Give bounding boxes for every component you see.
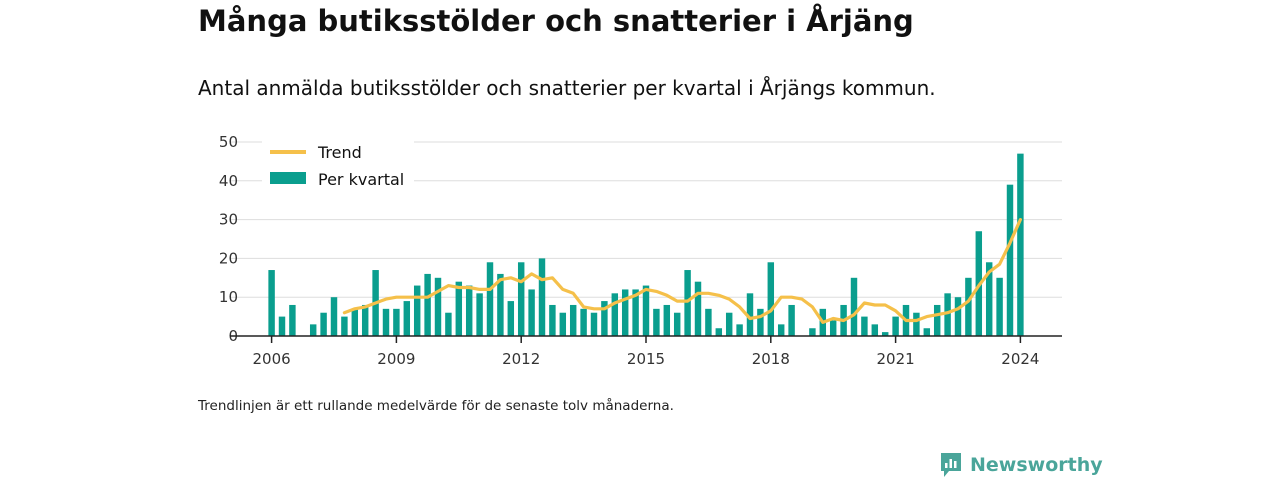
bar-2024-Q1 — [1017, 153, 1024, 336]
bar-2015-Q1 — [642, 285, 650, 336]
bar-2023-Q3 — [996, 277, 1003, 336]
x-tick-label: 2024 — [1001, 350, 1039, 368]
y-tick-label: 50 — [219, 133, 238, 151]
bar-2009-Q3 — [413, 285, 421, 336]
bar-2019-Q3 — [829, 320, 837, 336]
bar-2012-Q1 — [517, 262, 525, 336]
chart-footnote: Trendlinjen är ett rullande medelvärde f… — [198, 398, 674, 414]
bar-2022-Q3 — [954, 297, 962, 336]
bar-2013-Q4 — [590, 312, 598, 336]
bar-2006-Q1 — [268, 270, 275, 336]
bar-2020-Q4 — [881, 332, 889, 336]
bar-2017-Q4 — [757, 308, 764, 336]
bar-2018-Q2 — [777, 324, 785, 336]
x-tick-label: 2018 — [752, 350, 790, 368]
brand-logo: Newsworthy — [939, 450, 1103, 480]
x-tick-label: 2015 — [627, 350, 665, 368]
bar-2021-Q1 — [892, 316, 899, 336]
bar-2016-Q4 — [715, 328, 723, 336]
legend-label-trend: Trend — [317, 143, 362, 162]
bar-2007-Q1 — [309, 324, 317, 336]
bar-2007-Q2 — [320, 312, 327, 336]
bar-2013-Q2 — [569, 304, 577, 336]
bar-2022-Q1 — [933, 304, 941, 336]
bar-2009-Q1 — [393, 308, 400, 336]
bar-2020-Q3 — [871, 324, 879, 336]
y-tick-label: 20 — [219, 249, 238, 267]
bar-2011-Q1 — [476, 293, 483, 336]
bar-2013-Q1 — [559, 312, 567, 336]
bar-2006-Q3 — [289, 304, 296, 336]
x-tick-label: 2009 — [377, 350, 415, 368]
bar-2023-Q4 — [1006, 184, 1014, 336]
y-tick-label: 10 — [219, 288, 238, 306]
bar-2016-Q2 — [694, 281, 702, 336]
bar-2012-Q4 — [549, 304, 556, 336]
legend-background — [262, 138, 414, 200]
x-tick-label: 2021 — [877, 350, 915, 368]
bar-2014-Q4 — [632, 289, 639, 336]
bar-2021-Q3 — [913, 312, 920, 336]
bar-2010-Q2 — [445, 312, 452, 336]
x-tick-label: 2006 — [253, 350, 291, 368]
bar-2010-Q1 — [434, 277, 442, 336]
legend-bar-swatch — [270, 172, 306, 184]
bar-2019-Q1 — [809, 328, 816, 336]
bar-2017-Q2 — [736, 324, 743, 336]
bar-2010-Q4 — [465, 285, 473, 336]
y-tick-label: 30 — [219, 211, 238, 229]
legend: Trend Per kvartal — [262, 138, 414, 200]
bar-2008-Q1 — [351, 308, 359, 336]
bar-2021-Q4 — [923, 328, 931, 336]
bar-2018-Q1 — [767, 262, 775, 336]
bar-2012-Q3 — [538, 258, 546, 336]
bar-2015-Q3 — [663, 304, 671, 336]
bar-2017-Q3 — [746, 293, 754, 336]
bar-2013-Q3 — [580, 308, 587, 336]
bar-2014-Q2 — [611, 293, 619, 336]
bar-2015-Q4 — [673, 312, 681, 336]
chart-subtitle: Antal anmälda butiksstölder och snatteri… — [198, 76, 936, 100]
x-tick-label: 2012 — [502, 350, 540, 368]
bar-2011-Q3 — [497, 273, 504, 336]
bar-2009-Q4 — [424, 273, 431, 336]
bar-2012-Q2 — [528, 289, 535, 336]
bar-2023-Q2 — [985, 262, 993, 336]
trend-line-layer — [342, 218, 1023, 324]
bar-2008-Q4 — [382, 308, 390, 336]
bar-2015-Q2 — [653, 308, 660, 336]
bar-2007-Q4 — [341, 316, 348, 336]
bar-2011-Q4 — [507, 301, 515, 336]
bar-2014-Q1 — [601, 301, 608, 336]
bar-2011-Q2 — [486, 262, 494, 336]
y-tick-label: 40 — [219, 172, 238, 190]
bar-2006-Q2 — [278, 316, 286, 336]
bar-2007-Q3 — [330, 297, 338, 336]
bar-2016-Q1 — [684, 270, 691, 336]
chart-title: Många butiksstölder och snatterier i Årj… — [198, 4, 914, 38]
trend-line — [342, 218, 1023, 324]
bar-2009-Q2 — [403, 301, 411, 336]
bar-2016-Q3 — [705, 308, 712, 336]
bar-2008-Q2 — [361, 304, 369, 336]
bar-2020-Q2 — [861, 316, 868, 336]
bar-2017-Q1 — [725, 312, 733, 336]
bar-2022-Q2 — [944, 293, 951, 336]
legend-label-per-kvartal: Per kvartal — [318, 170, 404, 189]
bar-2018-Q3 — [788, 304, 795, 336]
newsworthy-logo-icon — [941, 453, 961, 477]
bar-2022-Q4 — [965, 277, 972, 336]
axes: 2006 2009 2012 2015 2018 2021 2024 — [230, 335, 1062, 368]
brand-name: Newsworthy — [970, 454, 1103, 476]
bar-2020-Q1 — [850, 277, 858, 336]
bar-2010-Q3 — [455, 281, 463, 336]
bar-2014-Q3 — [621, 289, 629, 336]
